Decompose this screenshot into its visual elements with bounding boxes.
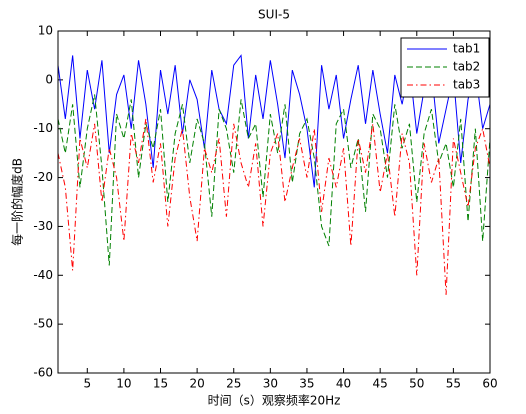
legend-label: tab1 [453, 42, 480, 56]
plot-frame [57, 30, 491, 374]
x-tick-label: 45 [373, 377, 388, 391]
x-tick-label: 30 [263, 377, 278, 391]
chart-title: SUI-5 [258, 8, 290, 22]
y-tick-label: -10 [33, 121, 53, 135]
x-tick-label: 60 [482, 377, 497, 391]
y-tick-label: -20 [33, 170, 53, 184]
y-tick-label: -40 [33, 268, 53, 282]
legend-label: tab3 [453, 78, 480, 92]
x-tick-label: 25 [226, 377, 241, 391]
x-tick-label: 20 [189, 377, 204, 391]
y-tick-label: 10 [38, 24, 53, 38]
x-tick-label: 5 [83, 377, 91, 391]
y-tick-label: -30 [33, 219, 53, 233]
x-tick-label: 10 [116, 377, 131, 391]
x-tick-label: 50 [409, 377, 424, 391]
legend-label: tab2 [453, 60, 480, 74]
y-axis-label: 每一阶的幅度dB [10, 158, 25, 246]
y-tick-label: 0 [45, 72, 53, 86]
x-tick-label: 55 [446, 377, 461, 391]
y-tick-label: -60 [33, 366, 53, 380]
series-line [58, 54, 490, 188]
series-line [58, 94, 490, 266]
x-tick-label: 15 [153, 377, 168, 391]
x-axis-label: 时间（s）观察频率20Hz [208, 393, 341, 408]
y-tick-label: -50 [33, 317, 53, 331]
x-tick-label: 35 [299, 377, 314, 391]
x-tick-label: 40 [336, 377, 351, 391]
